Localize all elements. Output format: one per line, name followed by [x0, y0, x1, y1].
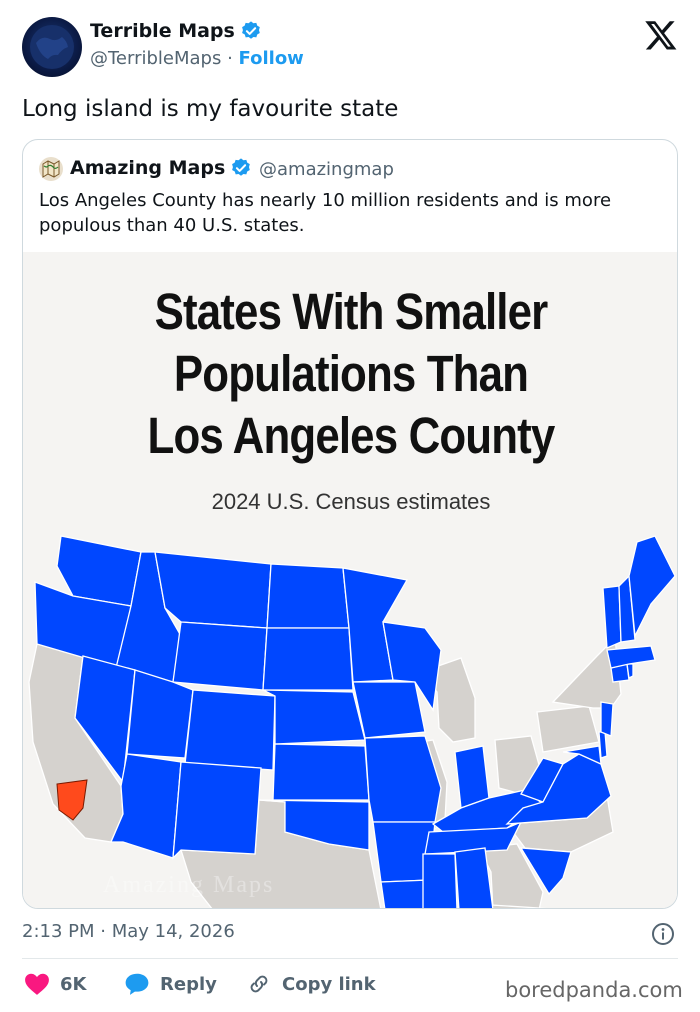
state-tennessee	[424, 820, 523, 855]
source-watermark: boredpanda.com	[505, 978, 683, 1002]
verified-badge-icon	[241, 21, 260, 39]
quoted-tweet-card[interactable]: Amazing Maps @amazingmap Los Angeles Cou…	[22, 139, 678, 909]
verified-badge-icon	[232, 158, 251, 176]
state-georgia	[477, 843, 544, 908]
map-title-line-3: Los Angeles County	[147, 407, 556, 464]
smaller-states	[34, 535, 676, 908]
tweet-timestamp[interactable]: 2:13 PM · May 14, 2026	[22, 921, 235, 942]
like-count: 6K	[60, 973, 87, 995]
follow-button[interactable]: Follow	[238, 48, 304, 69]
us-map	[28, 535, 676, 908]
map-watermark: Amazing Maps	[103, 872, 275, 898]
like-button[interactable]: 6K	[24, 972, 86, 996]
heart-icon	[25, 973, 49, 995]
state-nebraska	[262, 689, 366, 745]
state-montana	[154, 551, 272, 629]
x-logo-icon[interactable]	[644, 18, 678, 52]
quote-text: Los Angeles County has nearly 10 million…	[39, 190, 612, 236]
state-wyoming	[172, 621, 268, 691]
state-new-hampshire	[618, 574, 636, 643]
quote-author-handle[interactable]: @amazingmap	[259, 159, 394, 180]
link-icon	[250, 975, 268, 993]
state-new-mexico	[172, 761, 262, 860]
quote-author-avatar[interactable]	[38, 156, 64, 182]
reply-button[interactable]: Reply	[124, 972, 217, 996]
state-mississippi	[422, 853, 458, 908]
map-image[interactable]: States With Smaller Populations Than Los…	[23, 252, 677, 908]
state-indiana	[454, 745, 490, 809]
state-maine	[628, 535, 676, 639]
state-maryland	[562, 745, 602, 766]
author-handle[interactable]: @TerribleMaps	[90, 48, 222, 69]
author-avatar[interactable]	[22, 17, 82, 77]
state-missouri	[364, 735, 442, 823]
footer-divider	[22, 958, 678, 959]
copy-link-button[interactable]: Copy link	[246, 972, 376, 996]
author-handle-row: @TerribleMaps · Follow	[90, 48, 304, 69]
tweet-text: Long island is my favourite state	[22, 96, 399, 122]
state-new-jersey	[600, 701, 614, 737]
state-virginia	[505, 753, 612, 825]
map-subtitle: 2024 U.S. Census estimates	[211, 489, 491, 514]
state-massachusetts	[606, 645, 656, 669]
author-name[interactable]: Terrible Maps	[90, 20, 262, 42]
map-title-line-2: Populations Than	[173, 345, 529, 402]
state-kansas	[272, 743, 370, 801]
map-title-line-1: States With Smaller	[154, 283, 549, 340]
state-colorado	[184, 689, 276, 771]
quote-author-name[interactable]: Amazing Maps	[70, 157, 252, 179]
reply-label: Reply	[160, 973, 217, 995]
copy-link-label: Copy link	[282, 973, 376, 995]
speech-bubble-icon	[125, 973, 149, 995]
state-south-carolina	[519, 847, 572, 896]
la-county	[56, 779, 88, 821]
state-north-dakota	[266, 563, 350, 629]
separator: ·	[221, 48, 239, 69]
state-vermont	[602, 585, 622, 649]
state-iowa	[352, 681, 426, 739]
info-icon[interactable]	[651, 922, 675, 946]
state-wisconsin	[382, 621, 442, 712]
state-south-dakota	[262, 627, 354, 691]
state-delaware	[598, 731, 608, 759]
state-new-york	[551, 636, 622, 709]
state-pennsylvania	[536, 705, 600, 753]
state-alabama	[454, 847, 494, 908]
